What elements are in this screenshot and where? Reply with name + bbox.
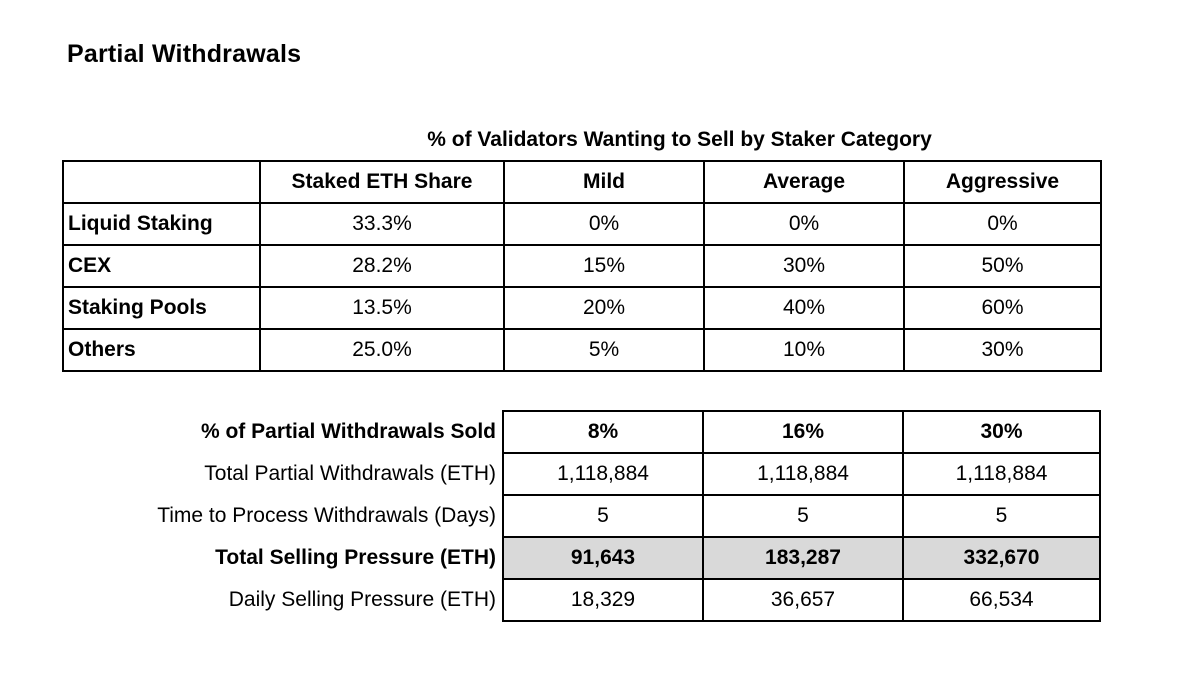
cell-value: 25.0% bbox=[259, 328, 505, 372]
table-row-staking-pools: Staking Pools 13.5% 20% 40% 60% bbox=[62, 286, 1102, 330]
cell-value: 0% bbox=[703, 202, 905, 246]
table-row-total-selling-pressure: Total Selling Pressure (ETH) 91,643 183,… bbox=[62, 536, 1101, 580]
corner-empty-cell bbox=[62, 160, 261, 204]
cell-value: 0% bbox=[903, 202, 1102, 246]
cell-value: 1,118,884 bbox=[702, 452, 904, 496]
cell-value: 0% bbox=[503, 202, 705, 246]
cell-value: 60% bbox=[903, 286, 1102, 330]
cell-value: 1,118,884 bbox=[902, 452, 1101, 496]
cell-value: 50% bbox=[903, 244, 1102, 288]
selling-pressure-table: % of Partial Withdrawals Sold 8% 16% 30%… bbox=[62, 410, 1101, 622]
row-label-liquid-staking: Liquid Staking bbox=[62, 202, 261, 246]
column-header-aggressive: Aggressive bbox=[903, 160, 1102, 204]
table-row-time-to-process: Time to Process Withdrawals (Days) 5 5 5 bbox=[62, 494, 1101, 538]
cell-value: 5% bbox=[503, 328, 705, 372]
row-label-pct-partial-withdrawals-sold: % of Partial Withdrawals Sold bbox=[200, 420, 496, 443]
page-title: Partial Withdrawals bbox=[67, 40, 302, 68]
cell-value: 5 bbox=[902, 494, 1101, 538]
cell-value: 36,657 bbox=[702, 578, 904, 622]
cell-value: 13.5% bbox=[259, 286, 505, 330]
cell-value: 15% bbox=[503, 244, 705, 288]
table-row-others: Others 25.0% 5% 10% 30% bbox=[62, 328, 1102, 372]
cell-value-highlighted: 332,670 bbox=[902, 536, 1101, 580]
cell-value: 30% bbox=[703, 244, 905, 288]
row-label-staking-pools: Staking Pools bbox=[62, 286, 261, 330]
table-row-daily-selling-pressure: Daily Selling Pressure (ETH) 18,329 36,6… bbox=[62, 578, 1101, 622]
validators-table-caption: % of Validators Wanting to Sell by Stake… bbox=[427, 128, 932, 151]
cell-value: 5 bbox=[502, 494, 704, 538]
table-row-pct-partial-withdrawals-sold: % of Partial Withdrawals Sold 8% 16% 30% bbox=[62, 410, 1101, 454]
cell-value-highlighted: 183,287 bbox=[702, 536, 904, 580]
cell-value: 30% bbox=[902, 410, 1101, 454]
column-header-staked-eth-share: Staked ETH Share bbox=[259, 160, 505, 204]
cell-value: 40% bbox=[703, 286, 905, 330]
row-label-cex: CEX bbox=[62, 244, 261, 288]
cell-value-highlighted: 91,643 bbox=[502, 536, 704, 580]
column-header-mild: Mild bbox=[503, 160, 705, 204]
table-row-liquid-staking: Liquid Staking 33.3% 0% 0% 0% bbox=[62, 202, 1102, 246]
cell-value: 8% bbox=[502, 410, 704, 454]
row-label-time-to-process: Time to Process Withdrawals (Days) bbox=[157, 504, 496, 527]
validators-table-header-row: Staked ETH Share Mild Average Aggressive bbox=[62, 160, 1102, 204]
cell-value: 16% bbox=[702, 410, 904, 454]
row-label-daily-selling-pressure: Daily Selling Pressure (ETH) bbox=[228, 588, 496, 611]
cell-value: 18,329 bbox=[502, 578, 704, 622]
cell-value: 33.3% bbox=[259, 202, 505, 246]
validators-sell-table: Staked ETH Share Mild Average Aggressive… bbox=[62, 160, 1102, 372]
row-label-total-partial-withdrawals: Total Partial Withdrawals (ETH) bbox=[204, 462, 496, 485]
cell-value: 66,534 bbox=[902, 578, 1101, 622]
cell-value: 28.2% bbox=[259, 244, 505, 288]
row-label-others: Others bbox=[62, 328, 261, 372]
cell-value: 20% bbox=[503, 286, 705, 330]
row-label-total-selling-pressure: Total Selling Pressure (ETH) bbox=[215, 546, 496, 569]
cell-value: 30% bbox=[903, 328, 1102, 372]
cell-value: 10% bbox=[703, 328, 905, 372]
cell-value: 5 bbox=[702, 494, 904, 538]
column-header-average: Average bbox=[703, 160, 905, 204]
table-row-cex: CEX 28.2% 15% 30% 50% bbox=[62, 244, 1102, 288]
table-row-total-partial-withdrawals: Total Partial Withdrawals (ETH) 1,118,88… bbox=[62, 452, 1101, 496]
cell-value: 1,118,884 bbox=[502, 452, 704, 496]
